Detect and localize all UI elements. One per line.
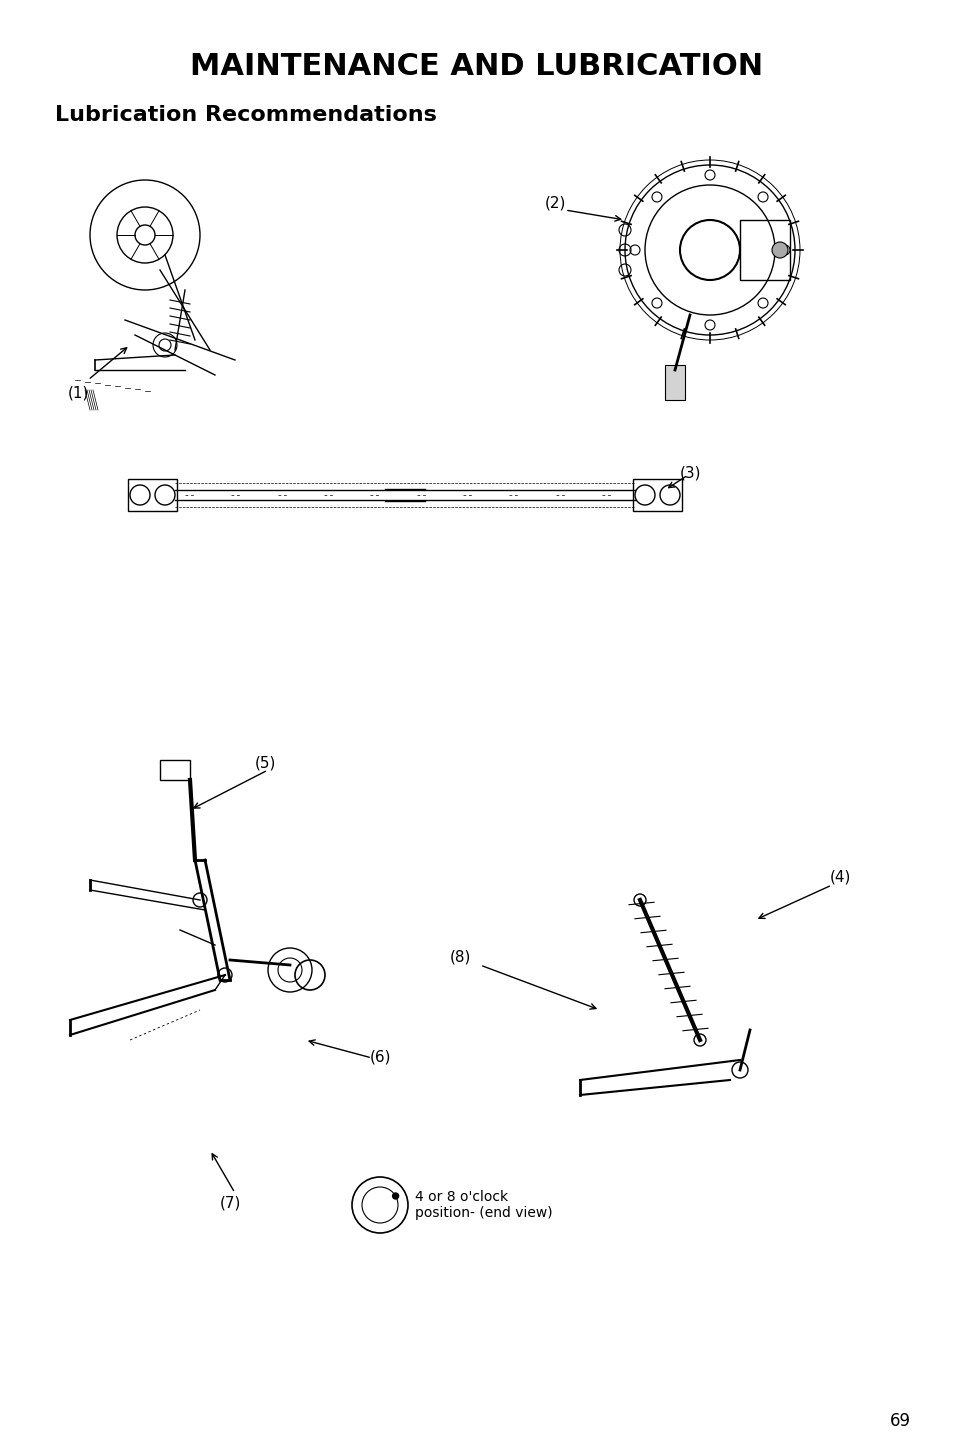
Text: (8): (8) (450, 949, 471, 965)
Text: (7): (7) (220, 1195, 241, 1210)
Text: (2): (2) (544, 195, 566, 209)
Text: MAINTENANCE AND LUBRICATION: MAINTENANCE AND LUBRICATION (191, 52, 762, 81)
FancyBboxPatch shape (664, 365, 684, 400)
Text: (3): (3) (679, 465, 700, 480)
Circle shape (393, 1192, 398, 1200)
Circle shape (704, 170, 714, 180)
Text: 69: 69 (888, 1412, 909, 1429)
Text: 4 or 8 o'clock
position- (end view): 4 or 8 o'clock position- (end view) (415, 1189, 552, 1220)
Circle shape (651, 298, 661, 308)
Text: Lubrication Recommendations: Lubrication Recommendations (55, 105, 436, 125)
Text: (6): (6) (370, 1050, 391, 1064)
Circle shape (758, 298, 767, 308)
Circle shape (758, 192, 767, 202)
Circle shape (704, 320, 714, 330)
Circle shape (771, 241, 787, 257)
Circle shape (651, 192, 661, 202)
Circle shape (629, 246, 639, 254)
Circle shape (780, 246, 789, 254)
Text: (4): (4) (829, 869, 850, 885)
Text: (5): (5) (254, 755, 276, 771)
Text: (1): (1) (68, 385, 90, 400)
